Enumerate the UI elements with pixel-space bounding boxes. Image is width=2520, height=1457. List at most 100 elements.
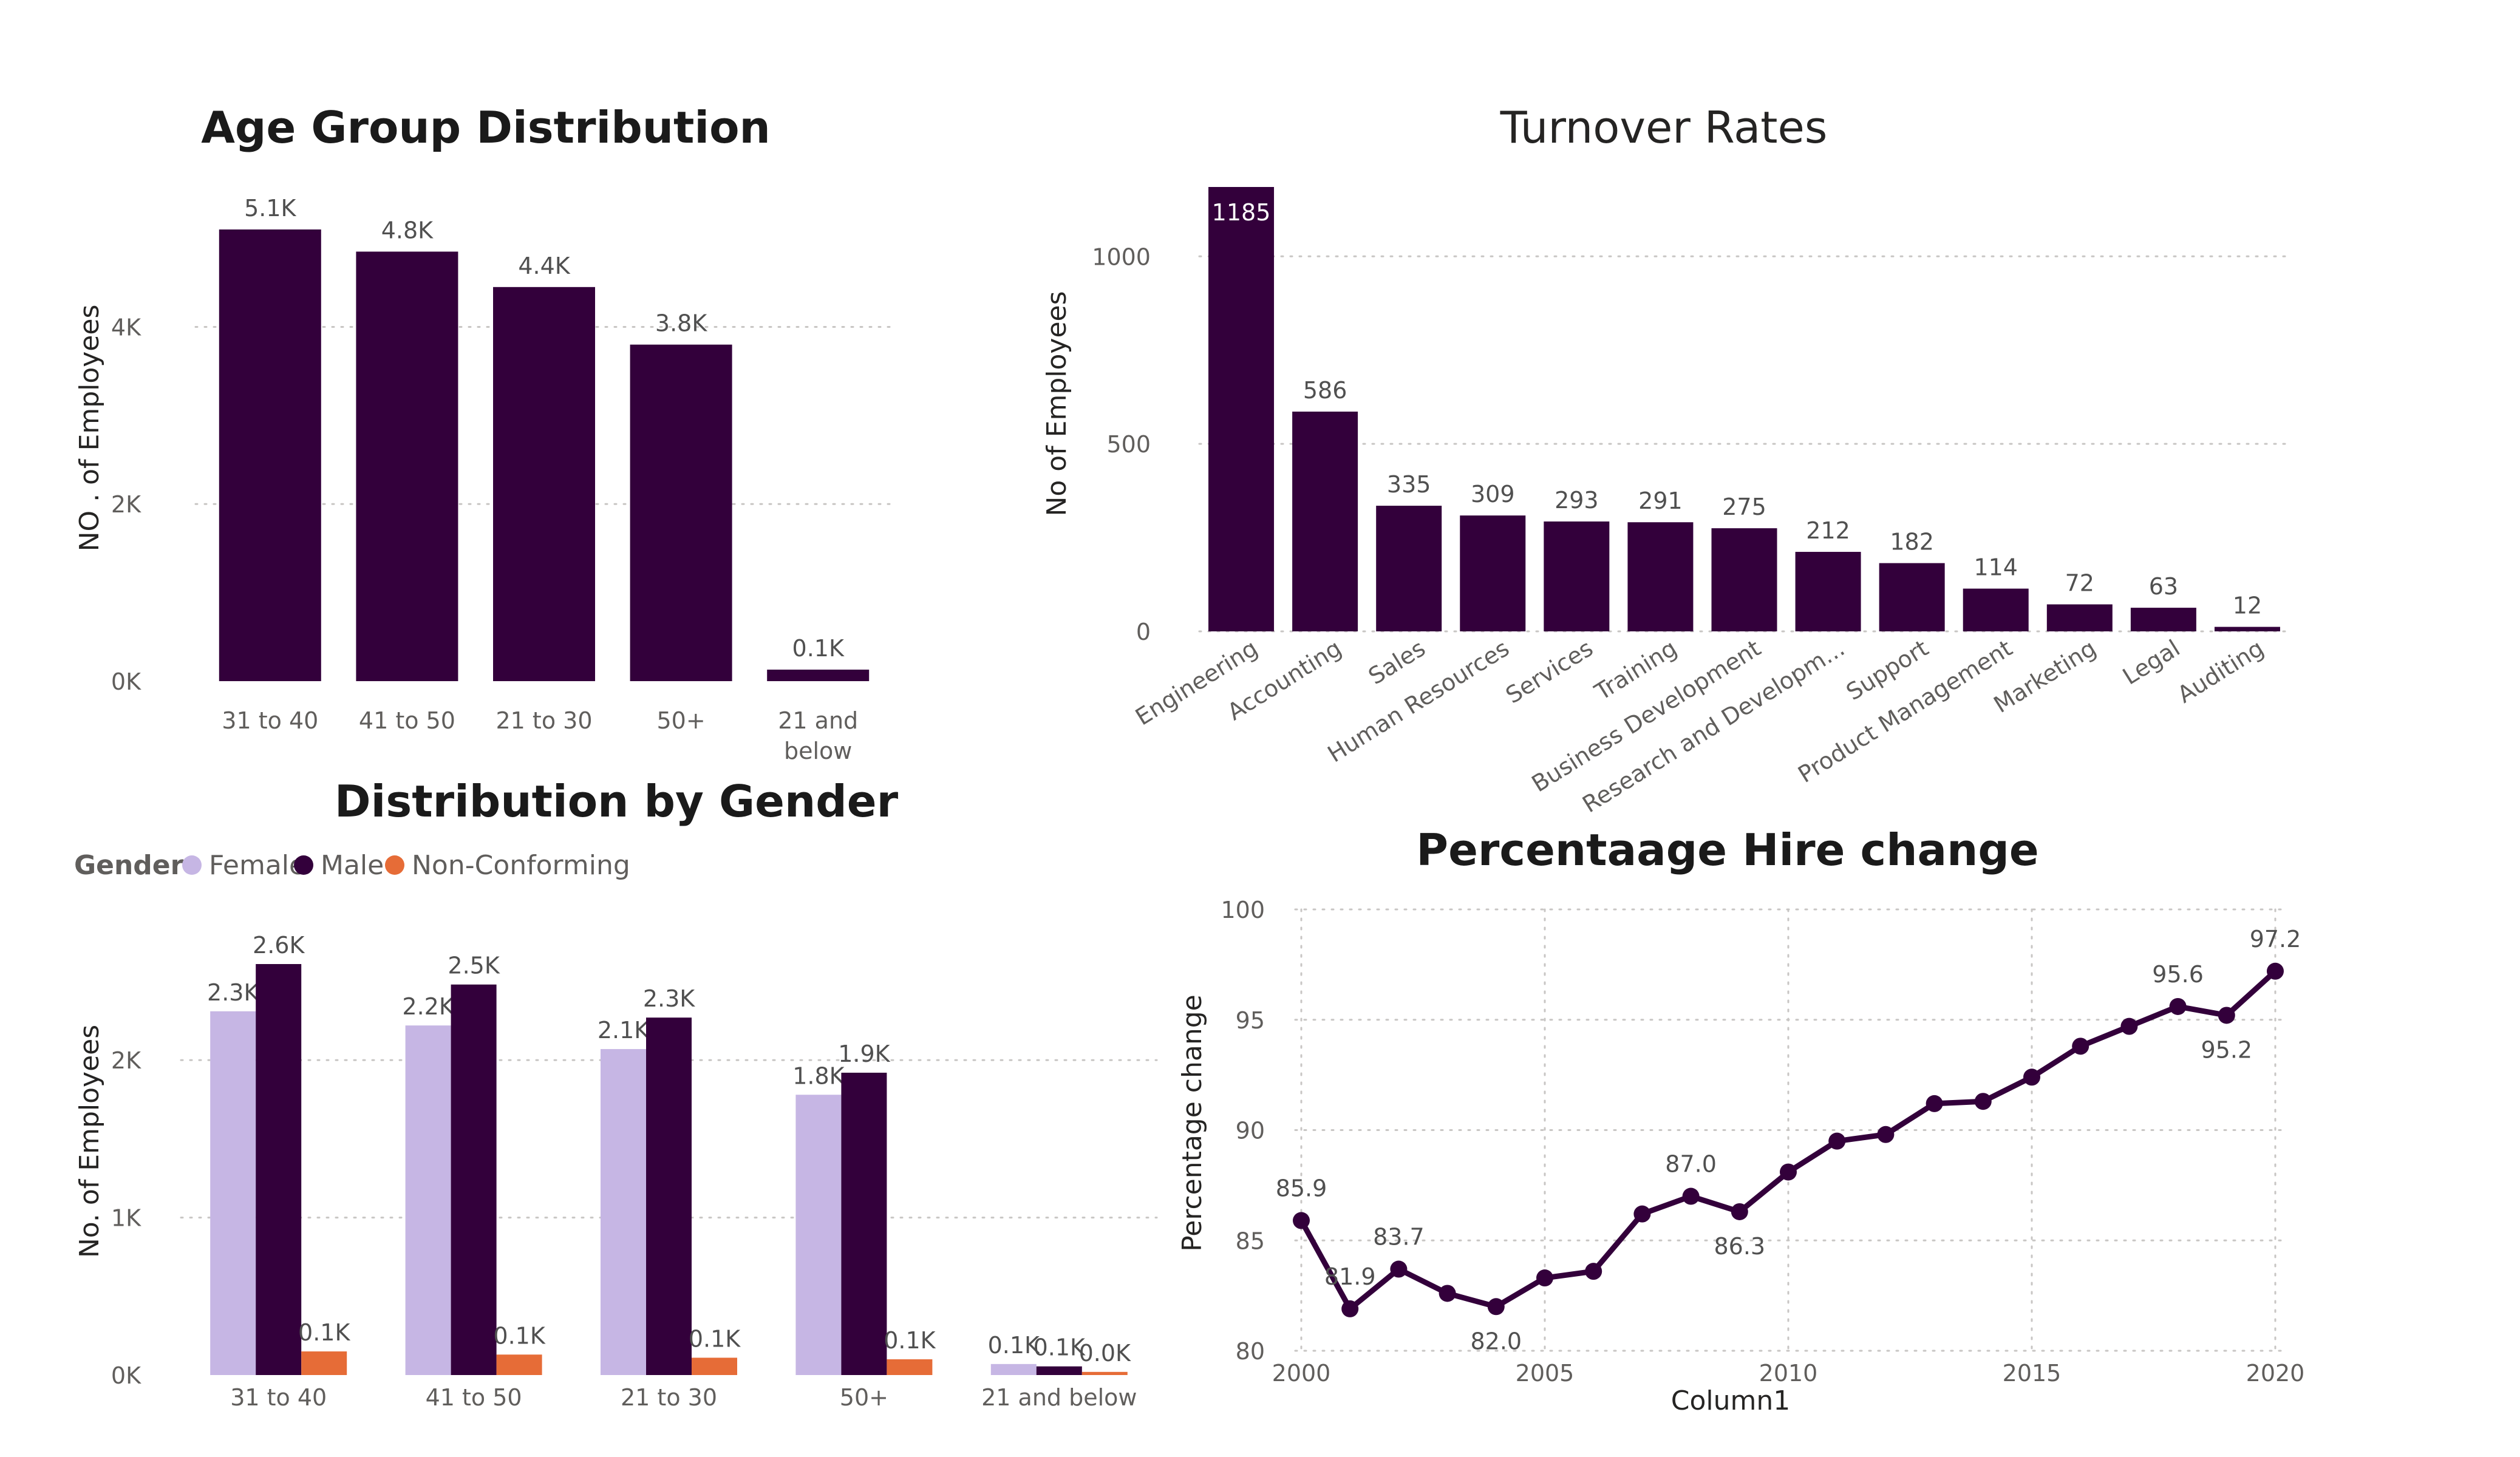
hire-point [1390,1260,1408,1278]
turnover-bar [2214,627,2280,631]
hire-y-tick-label: 100 [1221,897,1265,923]
hire-x-tick-label: 2010 [1759,1360,1818,1387]
turnover-x-tick-label: Auditing [2173,634,2269,708]
hire-point [2169,997,2187,1015]
turnover-y-axis-title: No of Employees [1041,291,1072,516]
hire-data-label: 95.6 [2152,961,2204,988]
age-data-label: 0.1K [792,635,845,662]
gender-bar-male [646,1017,692,1375]
gender-data-label: 2.6K [253,932,305,959]
hire-point [2267,962,2284,980]
hire-data-label: 87.0 [1665,1151,1717,1178]
hire-point [1439,1285,1456,1302]
age-bar [767,670,870,681]
legend-label-male: Male [321,850,384,881]
gender-data-label: 2.2K [402,993,454,1020]
turnover-data-label: 293 [1555,487,1599,514]
gender-y-tick-label: 0K [111,1362,141,1389]
gender-data-label: 1.9K [838,1041,890,1067]
hire-point [2120,1017,2138,1035]
gender-bar-male [451,984,497,1375]
turnover-bar [1711,528,1777,631]
hire-chart-title: Percentaage Hire change [1416,824,2038,875]
hire-data-label: 81.9 [1324,1263,1376,1290]
gender-x-tick-label: 31 to 40 [230,1384,327,1411]
gender-data-label: 2.3K [207,979,259,1006]
hire-y-tick-label: 85 [1236,1228,1265,1254]
hire-data-label: 95.2 [2201,1036,2252,1063]
turnover-data-label: 63 [2149,573,2178,600]
legend-swatch-male [294,855,313,875]
gender-data-label: 0.1K [493,1322,545,1349]
hire-data-label: 86.3 [1714,1233,1765,1260]
age-x-tick-label: 21 to 30 [495,707,592,734]
turnover-bar [1795,552,1861,631]
hire-point [1828,1132,1846,1150]
age-x-tick-label: 21 and [778,707,858,734]
turnover-bar [2046,604,2113,631]
gender-bar-female [601,1049,646,1375]
turnover-bar [1544,521,1610,631]
gender-chart-title: Distribution by Gender [335,776,899,827]
turnover-x-tick-label: Sales [1364,634,1430,690]
legend-label-non-conforming: Non-Conforming [412,850,630,881]
hire-point [1487,1298,1505,1316]
gender-data-label: 2.3K [643,985,695,1012]
turnover-bar [1963,588,2029,631]
turnover-data-label: 212 [1806,517,1850,544]
turnover-y-tick-label: 500 [1106,431,1151,458]
gender-y-tick-label: 1K [111,1205,141,1232]
gender-y-axis-title: No. of Employees [74,1025,105,1258]
age-data-label: 4.8K [381,217,434,243]
turnover-data-label: 1185 [1212,199,1271,226]
gender-y-tick-label: 2K [111,1047,141,1074]
legend-title: Gender [74,850,184,881]
gender-bar-male [1036,1366,1082,1375]
turnover-bar [1460,515,1526,631]
gender-data-label: 0.1K [884,1327,936,1354]
hire-point [1877,1126,1895,1143]
turnover-data-label: 291 [1638,487,1683,514]
turnover-data-label: 335 [1387,471,1431,498]
age-x-tick-label: 31 to 40 [222,707,318,734]
gender-x-tick-label: 21 to 30 [621,1384,717,1411]
hire-point [1731,1203,1748,1220]
age-data-label: 4.4K [518,253,570,279]
gender-bar-male [841,1072,887,1375]
gender-bar-non-conforming [692,1357,737,1375]
gender-x-tick-label: 21 and below [981,1384,1137,1411]
hire-y-tick-label: 80 [1236,1338,1265,1365]
gender-bar-female [210,1011,256,1375]
hire-point [1682,1187,1700,1205]
legend-label-female: Female [209,850,305,881]
age-bar [356,251,458,681]
hire-point [1633,1205,1651,1223]
turnover-data-label: 182 [1890,529,1934,555]
legend-swatch-non-conforming [385,855,404,875]
legend-swatch-female [182,855,202,875]
age-y-axis-title: NO . of Employees [74,305,105,552]
gender-legend[interactable]: Gender Female Male Non-Conforming [74,850,630,881]
hire-data-label: 85.9 [1276,1175,1327,1202]
hire-point [1585,1263,1602,1280]
gender-data-label: 0.1K [689,1325,741,1352]
turnover-x-tick-label: Services [1501,634,1598,708]
turnover-bar [1376,506,1442,631]
turnover-data-label: 114 [1973,554,2018,581]
age-bar [493,287,595,682]
gender-bar-non-conforming [1081,1371,1128,1375]
turnover-bar [1879,563,1945,631]
turnover-bar [1292,412,1358,631]
turnover-data-label: 72 [2065,570,2094,597]
turnover-bar [2130,608,2196,631]
age-x-tick-label: 50+ [656,707,705,734]
age-chart-title: Age Group Distribution [201,102,771,153]
hire-point [1293,1212,1310,1229]
gender-data-label: 1.8K [792,1062,845,1089]
gender-chart: Distribution by Gender No. of Employees … [74,776,1158,1411]
gender-data-label: 0.1K [1034,1334,1086,1361]
gender-bar-non-conforming [301,1351,347,1375]
turnover-bar [1627,522,1694,631]
turnover-data-label: 586 [1303,377,1347,404]
hire-data-label: 97.2 [2250,926,2301,953]
